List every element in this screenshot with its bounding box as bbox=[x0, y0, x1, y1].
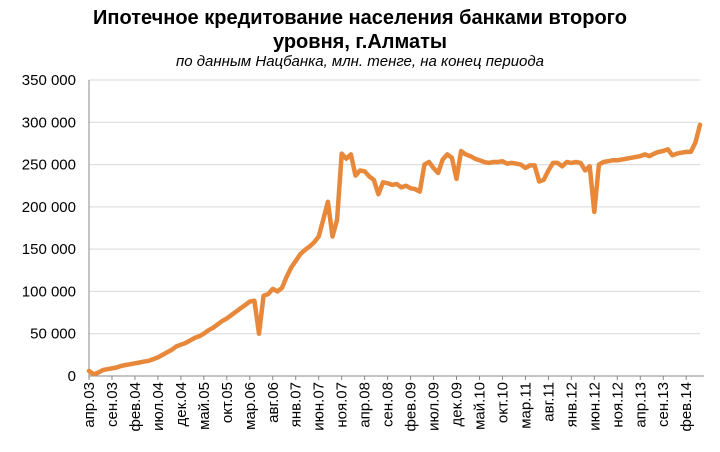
axes bbox=[88, 80, 704, 377]
gridlines bbox=[89, 79, 700, 335]
x-tick-label: апр.03 bbox=[81, 382, 98, 428]
y-tick-label: 0 bbox=[68, 368, 76, 385]
x-tick-label: фев.14 bbox=[678, 382, 695, 432]
x-tick-label: мар.06 bbox=[242, 382, 259, 430]
x-tick-label: янв.12 bbox=[563, 382, 580, 427]
x-tick-label: апр.08 bbox=[357, 382, 374, 428]
x-tick-label: июл.09 bbox=[426, 382, 443, 431]
x-tick-label: дек.04 bbox=[173, 382, 190, 427]
x-tick-label: сен.08 bbox=[380, 382, 397, 427]
x-tick-label: май.10 bbox=[471, 382, 488, 430]
x-tick-label: июн.12 bbox=[586, 382, 603, 431]
series-line bbox=[86, 122, 703, 377]
y-tick-label: 350 000 bbox=[22, 72, 76, 89]
x-tick-label: сен.13 bbox=[655, 382, 672, 427]
x-tick-label: окт.10 bbox=[494, 382, 511, 423]
series-group bbox=[86, 122, 703, 377]
chart-title: Ипотечное кредитование населения банками… bbox=[0, 6, 720, 54]
x-tick-label: янв.07 bbox=[288, 382, 305, 427]
y-tick-label: 300 000 bbox=[22, 114, 76, 131]
x-tick-label: авг.11 bbox=[540, 382, 557, 422]
chart-subtitle: по данным Нацбанка, млн. тенге, на конец… bbox=[175, 53, 545, 70]
y-tick-label: 150 000 bbox=[22, 241, 76, 258]
x-tick-label: сен.03 bbox=[104, 382, 121, 427]
x-tick-label: июл.04 bbox=[150, 382, 167, 431]
x-tick-label: май.05 bbox=[196, 382, 213, 430]
x-tick-label: фев.09 bbox=[403, 382, 420, 432]
x-tick-label: авг.06 bbox=[265, 382, 282, 423]
x-tick-label: апр.13 bbox=[632, 382, 649, 428]
x-tick-label: июн.07 bbox=[311, 382, 328, 431]
y-tick-label: 100 000 bbox=[22, 283, 76, 300]
x-tick-label: ноя.07 bbox=[334, 382, 351, 428]
x-tick-label: фев.04 bbox=[127, 382, 144, 432]
y-tick-label: 50 000 bbox=[30, 326, 76, 343]
x-tick-label: окт.05 bbox=[219, 382, 236, 423]
y-tick-label: 200 000 bbox=[22, 199, 76, 216]
x-axis-ticks: апр.03 сен.03 фев.04 июл.04 дек.04 май.05 окт.… bbox=[81, 376, 695, 432]
chart-title-line1: Ипотечное кредитование населения банками… bbox=[93, 7, 627, 29]
x-tick-label: мар.11 bbox=[517, 382, 534, 429]
x-tick-label: дек.09 bbox=[449, 382, 466, 427]
y-axis-ticks: 0 50 000 100 000 150 000 200 000 250 000 300 0… bbox=[22, 72, 76, 385]
y-tick-label: 250 000 bbox=[22, 157, 76, 174]
x-tick-label: ноя.12 bbox=[609, 382, 626, 428]
chart-title-line2: уровня, г.Алматы bbox=[272, 31, 447, 53]
